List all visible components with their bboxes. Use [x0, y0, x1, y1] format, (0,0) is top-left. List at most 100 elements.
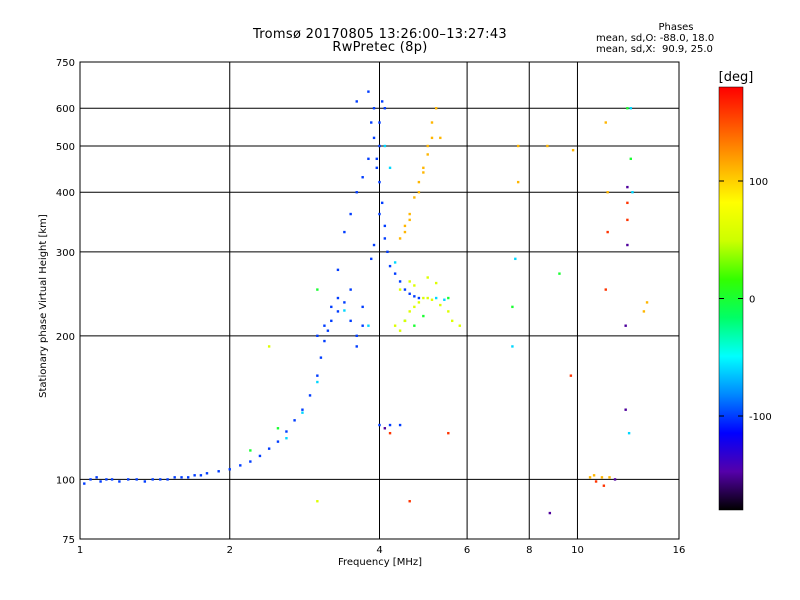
echo-point — [624, 324, 627, 327]
echo-point — [426, 153, 429, 156]
echo-point — [135, 478, 138, 481]
echo-point — [604, 288, 607, 291]
echo-point — [608, 476, 611, 479]
echo-point — [367, 324, 370, 327]
echo-point — [613, 478, 617, 481]
echo-point — [604, 121, 607, 124]
echo-point — [388, 166, 392, 170]
x-tick-label: 1 — [77, 545, 83, 556]
y-axis-label: Stationary phase Virtual Height [km] — [38, 214, 49, 398]
echo-point — [193, 474, 196, 477]
plot-title: Tromsø 20170805 13:26:00–13:27:43 — [252, 27, 508, 42]
echo-point — [316, 380, 319, 384]
echo-point — [393, 324, 397, 327]
echo-point — [388, 423, 392, 427]
echo-point — [372, 107, 376, 110]
echo-point — [127, 478, 130, 481]
echo-point — [355, 100, 358, 103]
y-tick-label: 75 — [62, 535, 75, 546]
echo-point — [403, 224, 407, 228]
echo-point — [375, 157, 378, 161]
echo-point — [343, 230, 346, 234]
echo-point — [205, 472, 209, 475]
echo-point — [426, 144, 429, 148]
echo-point — [380, 100, 384, 103]
echo-point — [408, 212, 411, 216]
echo-point — [361, 305, 364, 309]
plot-frame — [79, 61, 680, 540]
echo-point — [548, 511, 552, 515]
echo-point — [398, 280, 402, 283]
echo-point — [626, 201, 629, 205]
echo-point — [301, 408, 304, 411]
x-tick-label: 6 — [464, 545, 470, 556]
echo-point — [380, 201, 384, 205]
echo-point — [388, 264, 392, 268]
echo-point — [367, 90, 370, 93]
echo-point — [323, 339, 326, 343]
echo-point — [558, 272, 561, 275]
echo-point — [349, 288, 352, 291]
echo-point — [434, 281, 438, 285]
echo-point — [624, 408, 627, 411]
echo-point — [386, 250, 389, 254]
echo-point — [516, 144, 520, 148]
echo-point — [645, 301, 649, 304]
echo-point — [378, 212, 381, 216]
echo-point — [110, 478, 114, 481]
echo-point — [422, 296, 425, 300]
echo-point — [375, 166, 378, 170]
echo-point — [594, 480, 598, 483]
echo-point — [413, 284, 416, 287]
echo-point — [439, 136, 442, 140]
echo-point — [361, 176, 364, 179]
echo-point — [151, 478, 154, 481]
echo-point — [180, 476, 183, 479]
echo-point — [166, 478, 169, 481]
data-points — [83, 90, 649, 515]
echo-point — [370, 121, 373, 124]
echo-point — [143, 480, 147, 483]
echo-point — [430, 121, 434, 124]
y-tick-label: 500 — [56, 142, 75, 153]
echo-point — [285, 430, 288, 433]
echo-point — [293, 419, 296, 422]
echo-point — [323, 324, 326, 327]
echo-point — [319, 356, 323, 359]
echo-point — [629, 107, 632, 110]
echo-point — [626, 243, 629, 247]
echo-point — [511, 305, 514, 309]
echo-point — [276, 427, 280, 430]
echo-point — [626, 218, 629, 222]
phase-stats-x-mode: mean, sd,X: 90.9, 25.0 — [596, 44, 713, 55]
echo-point — [249, 449, 252, 452]
echo-point — [388, 431, 392, 435]
echo-point — [267, 345, 271, 348]
echo-point — [285, 437, 288, 440]
echo-point — [378, 423, 381, 427]
echo-point — [408, 310, 411, 313]
echo-point — [316, 334, 319, 338]
echo-point — [83, 482, 86, 485]
echo-point — [408, 500, 411, 503]
echo-point — [378, 121, 381, 124]
echo-point — [372, 136, 376, 140]
echo-point — [606, 230, 609, 234]
echo-point — [434, 296, 438, 300]
echo-point — [417, 301, 421, 304]
echo-point — [217, 470, 220, 473]
echo-point — [626, 185, 629, 189]
echo-point — [372, 243, 376, 247]
echo-point — [413, 305, 416, 309]
echo-point — [99, 480, 102, 483]
echo-point — [447, 310, 450, 313]
echo-point — [105, 478, 108, 481]
echo-point — [408, 218, 411, 222]
echo-point — [336, 296, 340, 300]
echo-point — [383, 237, 387, 240]
echo-point — [569, 374, 573, 377]
y-tick-label: 750 — [56, 58, 75, 69]
echo-point — [408, 292, 411, 295]
echo-point — [316, 288, 319, 291]
